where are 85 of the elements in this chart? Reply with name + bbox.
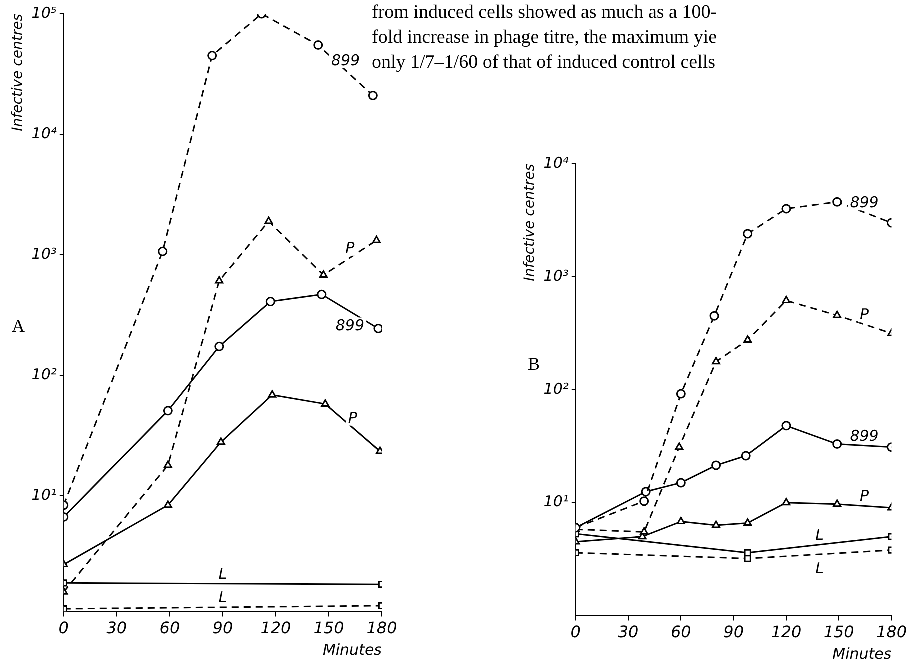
point <box>268 390 277 398</box>
point <box>675 442 684 450</box>
series-label: 899 <box>331 52 360 70</box>
point <box>214 342 224 352</box>
point <box>368 90 378 100</box>
point <box>782 296 791 304</box>
point <box>163 406 173 416</box>
series-label: L <box>816 560 824 578</box>
series-label: L <box>816 526 824 544</box>
point <box>372 236 381 244</box>
point <box>676 517 686 525</box>
point <box>374 324 382 334</box>
point <box>266 297 276 307</box>
point <box>832 440 842 450</box>
x-tick-label: 60 <box>670 622 692 642</box>
y-tick-label: 10⁵ <box>32 4 57 22</box>
point <box>744 336 752 344</box>
x-tick-label: 120 <box>771 622 802 642</box>
point <box>712 460 722 470</box>
x-tick-label: 90 <box>212 618 234 638</box>
point <box>782 498 791 506</box>
point <box>640 496 650 506</box>
x-tick-label: 0 <box>58 618 69 638</box>
point <box>744 518 752 526</box>
series-label: 899 <box>336 316 365 335</box>
point <box>833 310 842 318</box>
text: B <box>528 354 540 375</box>
point <box>741 451 751 461</box>
y-tick-label: 10³ <box>32 245 57 264</box>
point <box>832 197 842 207</box>
annotation: only 1/7–1/60 of that of induced control cells <box>372 51 717 75</box>
point <box>712 357 720 365</box>
y-tick-label: 10¹ <box>544 492 569 511</box>
series-label: P <box>860 306 870 324</box>
point <box>317 290 327 300</box>
point <box>319 270 328 278</box>
series-label: 899 <box>850 426 879 445</box>
point <box>676 389 686 399</box>
series-label: P <box>348 408 358 427</box>
point <box>215 276 224 284</box>
point <box>712 520 720 528</box>
x-axis-title: Minutes <box>322 640 382 659</box>
y-tick-label: 10³ <box>544 266 569 285</box>
text: A <box>12 316 25 337</box>
point <box>158 246 168 256</box>
point <box>782 204 792 214</box>
x-tick-label: 60 <box>160 618 180 638</box>
point <box>743 229 753 239</box>
point <box>640 527 649 535</box>
x-tick-label: 180 <box>876 622 908 642</box>
x-tick-label: 120 <box>260 618 292 638</box>
point <box>321 399 330 407</box>
y-tick-label: 10⁴ <box>32 124 57 142</box>
y-tick-label: 10² <box>544 380 569 398</box>
point <box>641 487 651 497</box>
x-tick-label: 150 <box>824 622 854 642</box>
series-label: L <box>218 564 228 583</box>
point <box>264 216 274 224</box>
x-tick-label: 0 <box>570 622 581 642</box>
point <box>164 500 172 508</box>
series-label: P <box>860 487 870 506</box>
x-axis-title: Minutes <box>832 644 892 663</box>
point <box>782 421 792 431</box>
y-axis-title: Infective centres <box>522 164 538 282</box>
point <box>833 500 842 508</box>
x-tick-label: 30 <box>618 622 639 642</box>
point <box>710 311 720 321</box>
annotation: from induced cells showed as much as a 100- <box>372 1 718 25</box>
series-label: 899 <box>850 194 879 212</box>
x-tick-label: 90 <box>724 622 744 642</box>
x-tick-label: 180 <box>366 618 398 638</box>
y-axis-title: Infective centres <box>10 14 26 132</box>
y-tick-label: 10² <box>32 366 57 384</box>
annotation: fold increase in phage titre, the maximum yie <box>372 26 718 50</box>
y-tick-label: 10⁴ <box>544 154 569 172</box>
y-tick-label: 10¹ <box>32 486 57 504</box>
series-label: L <box>218 588 228 606</box>
x-tick-label: 30 <box>106 618 128 638</box>
series-label: P <box>346 238 356 257</box>
x-tick-label: 150 <box>314 618 344 638</box>
point <box>314 40 324 50</box>
point <box>208 51 218 61</box>
point <box>676 478 686 488</box>
point <box>216 438 226 446</box>
point <box>164 460 172 468</box>
